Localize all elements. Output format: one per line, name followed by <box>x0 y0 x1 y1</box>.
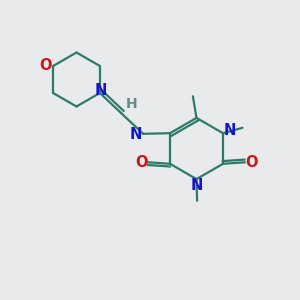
Text: O: O <box>135 155 148 170</box>
Text: O: O <box>245 155 258 170</box>
Text: N: N <box>224 123 236 138</box>
Text: N: N <box>191 178 203 193</box>
Text: N: N <box>95 82 107 98</box>
Text: N: N <box>129 127 142 142</box>
Text: O: O <box>39 58 52 73</box>
Text: H: H <box>125 97 137 111</box>
